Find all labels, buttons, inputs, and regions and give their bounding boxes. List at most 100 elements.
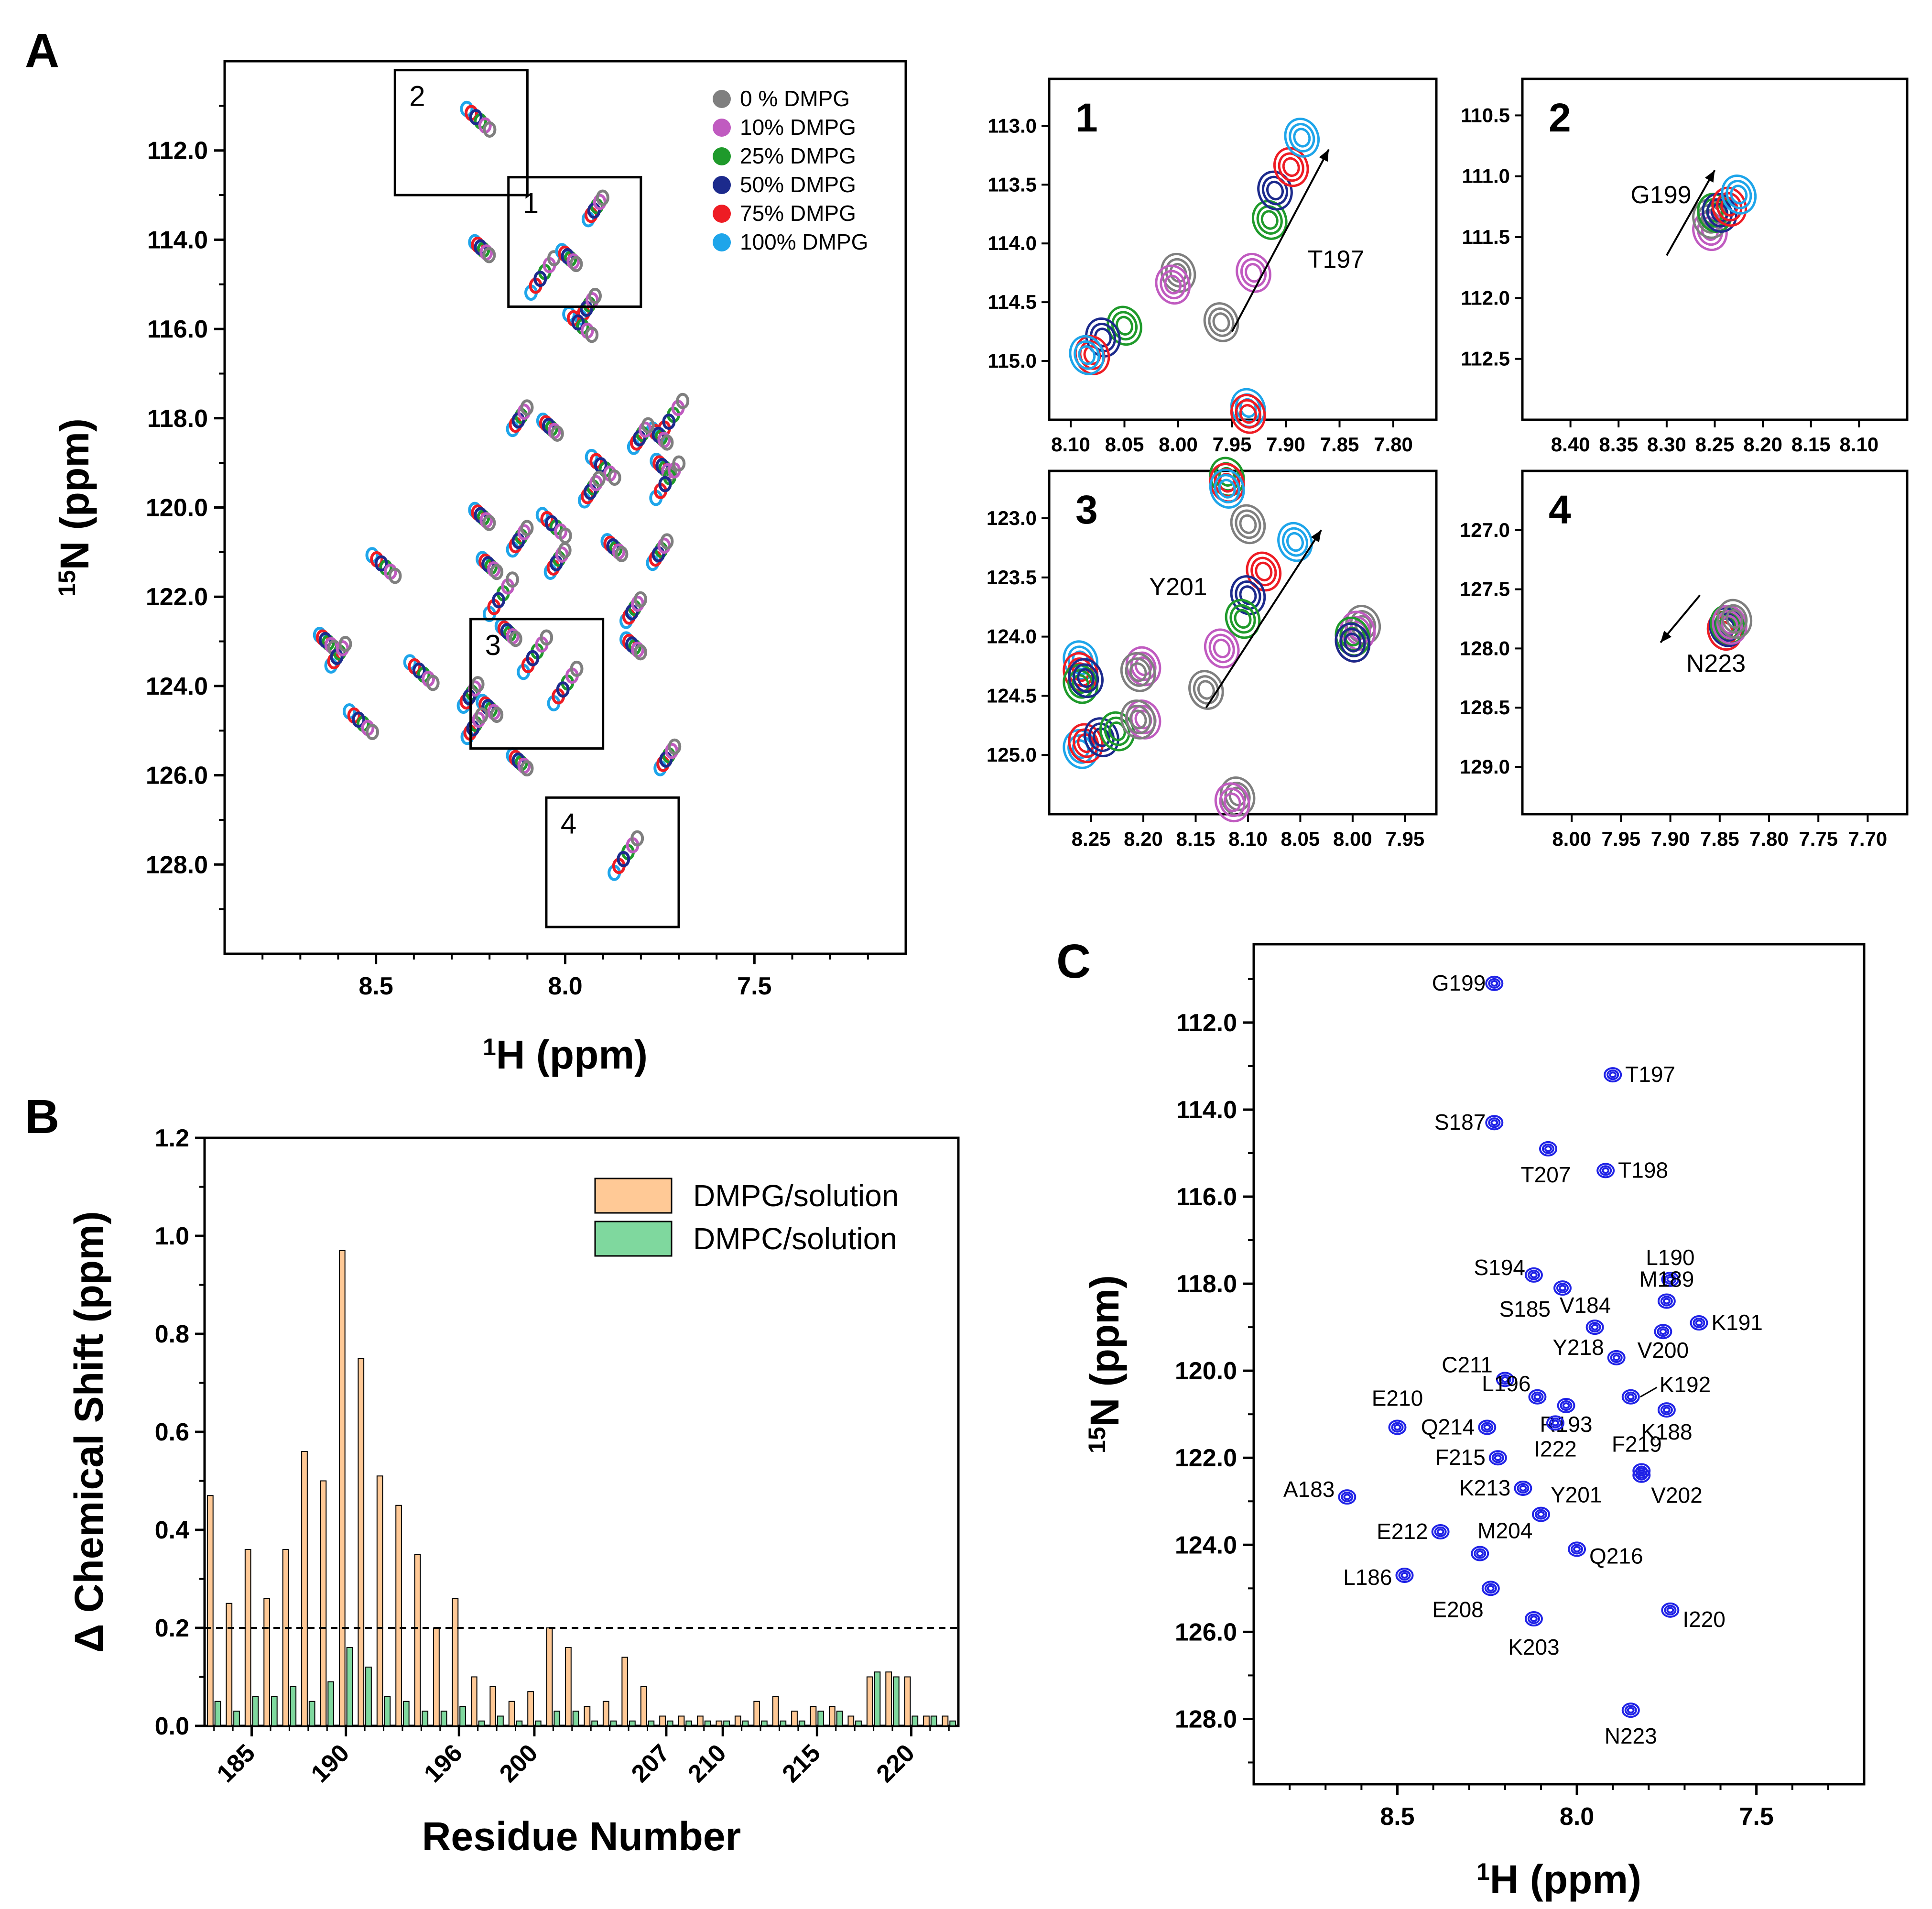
bar-dmpg — [301, 1451, 308, 1726]
peak-contour — [634, 591, 647, 608]
peak-contour — [1588, 1322, 1601, 1333]
peak-contour — [1531, 1391, 1544, 1402]
bar-dmpc — [327, 1681, 334, 1726]
peak-contour — [660, 434, 674, 451]
x-tick-label: 8.10 — [1840, 433, 1879, 456]
peak-contour — [1478, 1419, 1497, 1435]
y-tick-label: 112.0 — [1176, 1009, 1237, 1037]
x-tick-label: 215 — [777, 1739, 825, 1788]
peak-label: V200 — [1638, 1338, 1689, 1363]
bar-dmpc — [912, 1715, 919, 1726]
y-tick-label: 0.0 — [155, 1713, 189, 1740]
peak-contour — [366, 724, 379, 741]
y-tick-label: 1.0 — [155, 1222, 189, 1250]
peak-contour — [1111, 311, 1138, 341]
y-tick-label: 120.0 — [146, 494, 208, 522]
x-tick-label: 8.10 — [1228, 828, 1268, 850]
peak-contour — [1225, 599, 1261, 639]
nmr-peak — [1203, 118, 1320, 342]
nmr-peak — [1063, 699, 1161, 769]
arrow-head — [1319, 149, 1329, 162]
bar-dmpc — [874, 1671, 881, 1726]
y-tick-label: 125.0 — [987, 743, 1037, 766]
peak-contour — [658, 476, 672, 492]
bar-dmpg — [395, 1505, 402, 1726]
x-axis-label: Residue Number — [422, 1814, 741, 1859]
x-tick-label: 8.05 — [1281, 828, 1320, 850]
x-tick-label: 7.70 — [1848, 828, 1888, 850]
bar-dmpg — [433, 1627, 440, 1726]
y-tick-label: 114.0 — [147, 226, 208, 254]
peak-contour — [1239, 404, 1257, 424]
bar-dmpg — [584, 1706, 591, 1726]
peak-contour — [1073, 663, 1099, 693]
peak-contour — [1129, 709, 1147, 730]
bar-dmpc — [290, 1686, 297, 1726]
bar-dmpc — [761, 1720, 768, 1726]
peak-contour — [662, 414, 676, 430]
peak-k203: K203 — [1508, 1611, 1560, 1659]
x-axis-label: 1H (ppm) — [1476, 1857, 1641, 1902]
peak-contour — [1519, 1485, 1527, 1492]
peak-label: G199 — [1432, 971, 1486, 995]
y-axis-label-rest: N (ppm) — [52, 418, 97, 570]
peak-contour — [1398, 1570, 1411, 1581]
peak-s194: S194 — [1474, 1255, 1543, 1283]
peak-contour — [1235, 399, 1261, 429]
legend-label: 75% DMPG — [740, 201, 856, 226]
nmr-peak — [1069, 252, 1196, 375]
y-tick-label: 124.0 — [1175, 1531, 1237, 1559]
x-tick-label: 207 — [626, 1739, 675, 1788]
bar-dmpc — [893, 1676, 900, 1726]
x-tick-label: 8.25 — [1695, 433, 1735, 456]
peak-contour — [1084, 717, 1119, 757]
peak-contour — [1488, 1450, 1507, 1466]
peak-contour — [426, 675, 440, 691]
peak-contour — [1664, 1274, 1677, 1285]
arrow-head — [1704, 170, 1715, 183]
peak-contour — [1585, 1320, 1604, 1335]
peak-contour — [520, 760, 534, 777]
zoom-box-label: 3 — [485, 629, 501, 661]
peak-contour — [1721, 175, 1757, 215]
peak-contour — [1230, 504, 1266, 545]
x-tick-label: 8.25 — [1072, 828, 1111, 850]
nmr-peak — [460, 707, 488, 745]
peak-contour — [1541, 1143, 1555, 1154]
peak-contour — [1256, 205, 1283, 235]
peak-label: K191 — [1711, 1310, 1762, 1335]
zoom-box-1 — [507, 176, 642, 308]
peak-contour — [1501, 1376, 1509, 1383]
peak-label: E210 — [1372, 1386, 1423, 1411]
residue-annotation: N223 — [1686, 650, 1746, 677]
x-tick-label: 7.80 — [1374, 433, 1413, 456]
peak-contour — [1635, 1470, 1648, 1481]
peak-contour — [585, 327, 599, 343]
bar-dmpg — [923, 1715, 930, 1726]
peak-contour — [509, 631, 522, 647]
peak-label: R193 — [1540, 1412, 1593, 1437]
peak-contour — [1693, 1317, 1705, 1329]
bar-dmpc — [384, 1696, 391, 1726]
peak-contour — [1339, 628, 1366, 657]
x-tick-label: 7.5 — [737, 972, 771, 1000]
peak-l196: L196 — [1482, 1371, 1547, 1405]
peak-contour — [388, 567, 402, 584]
peak-label: M204 — [1477, 1518, 1532, 1543]
x-tick-label: 210 — [683, 1739, 731, 1788]
peak-contour — [1487, 1585, 1495, 1592]
nmr-peak — [555, 243, 583, 273]
peak-label: E208 — [1432, 1597, 1483, 1622]
x-tick-label: 200 — [494, 1739, 543, 1788]
peak-contour — [1160, 270, 1186, 300]
bar-dmpg — [791, 1711, 798, 1726]
y-tick-label: 126.0 — [1175, 1618, 1237, 1646]
zoom-box-4 — [545, 796, 680, 928]
residue-annotation: G199 — [1630, 181, 1691, 209]
nmr-peak — [646, 533, 674, 571]
nmr-peak — [468, 502, 496, 531]
peak-contour — [1657, 1402, 1676, 1418]
peak-contour — [1621, 1389, 1640, 1405]
peak-contour — [1245, 263, 1262, 283]
peak-contour — [1610, 1352, 1623, 1363]
